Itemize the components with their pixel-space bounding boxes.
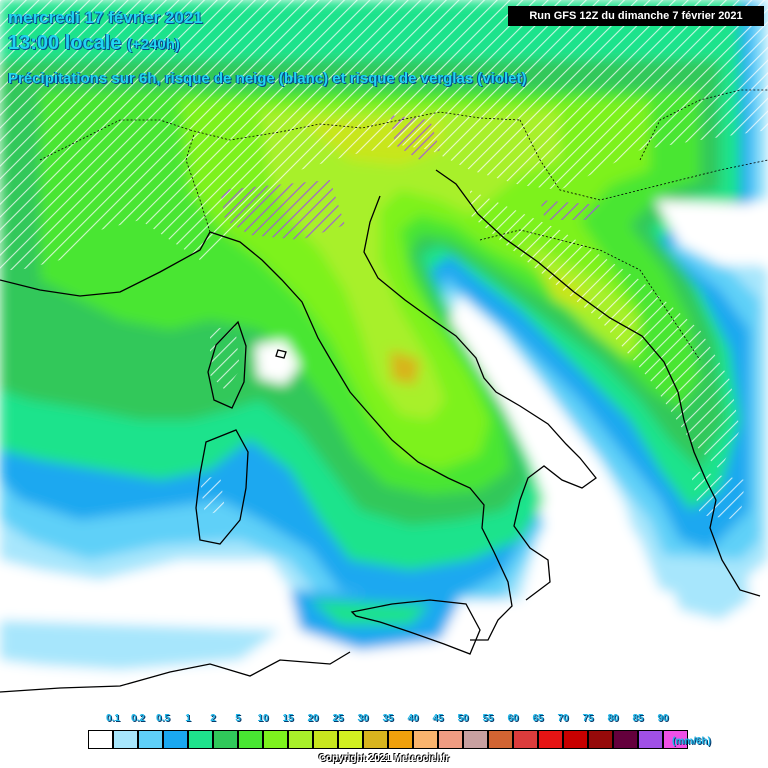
legend-level-label: 80 (607, 713, 619, 724)
legend-swatch (313, 730, 338, 749)
legend-swatch (238, 730, 263, 749)
legend-swatch (563, 730, 588, 749)
time-line: 13:00 locale (+240h) (8, 32, 180, 55)
legend-level-label: 60 (507, 713, 519, 724)
legend-swatch (413, 730, 438, 749)
legend-swatch (488, 730, 513, 749)
legend-level-label: 0.5 (156, 713, 170, 724)
legend-level-label: 70 (557, 713, 569, 724)
legend-level-label: 85 (632, 713, 644, 724)
freezing-rain-hatching (220, 115, 600, 240)
legend-level-label: 10 (257, 713, 269, 724)
legend-level-label: 65 (532, 713, 544, 724)
legend-swatch (588, 730, 613, 749)
legend-swatch (663, 730, 688, 749)
legend-level-label: 0.1 (106, 713, 120, 724)
legend-unit: (mm/6h) (672, 736, 711, 747)
legend-swatch (338, 730, 363, 749)
legend-level-label: 2 (210, 713, 216, 724)
time-label: 13:00 locale (8, 32, 122, 54)
country-borders (39, 89, 768, 361)
legend-level-label: 35 (382, 713, 394, 724)
legend-swatch (113, 730, 138, 749)
legend-level-label: 15 (282, 713, 294, 724)
snow-risk-hatching (0, 0, 768, 520)
legend-swatch (613, 730, 638, 749)
legend-level-label: 25 (332, 713, 344, 724)
legend-level-label: 0.2 (131, 713, 145, 724)
legend-level-label: 40 (407, 713, 419, 724)
legend-swatch (463, 730, 488, 749)
legend-swatch (538, 730, 563, 749)
coastlines (0, 169, 761, 693)
legend-level-label: 50 (457, 713, 469, 724)
legend-level-label: 90 (657, 713, 669, 724)
legend-swatch (88, 730, 113, 749)
legend-swatch (263, 730, 288, 749)
legend-level-label: 75 (582, 713, 594, 724)
legend-swatch (438, 730, 463, 749)
lead-time: (+240h) (126, 36, 180, 53)
map-description: Précipitations sur 6h, risque de neige (… (8, 70, 527, 87)
legend-swatch (138, 730, 163, 749)
legend-swatch (213, 730, 238, 749)
run-info: Run GFS 12Z du dimanche 7 février 2021 (508, 6, 764, 26)
legend-swatch (288, 730, 313, 749)
legend-swatch (388, 730, 413, 749)
legend-level-label: 1 (185, 713, 191, 724)
legend-level-label: 45 (432, 713, 444, 724)
legend-swatch (638, 730, 663, 749)
legend-level-label: 20 (307, 713, 319, 724)
copyright: Copyright 2021 Meteociel.fr (318, 753, 450, 764)
date-line: mercredi 17 février 2021 (8, 8, 203, 27)
legend-swatch (188, 730, 213, 749)
legend-swatch (513, 730, 538, 749)
legend-swatch (163, 730, 188, 749)
legend-level-label: 30 (357, 713, 369, 724)
legend-swatch (363, 730, 388, 749)
legend-level-label: 55 (482, 713, 494, 724)
legend-level-label: 5 (235, 713, 241, 724)
